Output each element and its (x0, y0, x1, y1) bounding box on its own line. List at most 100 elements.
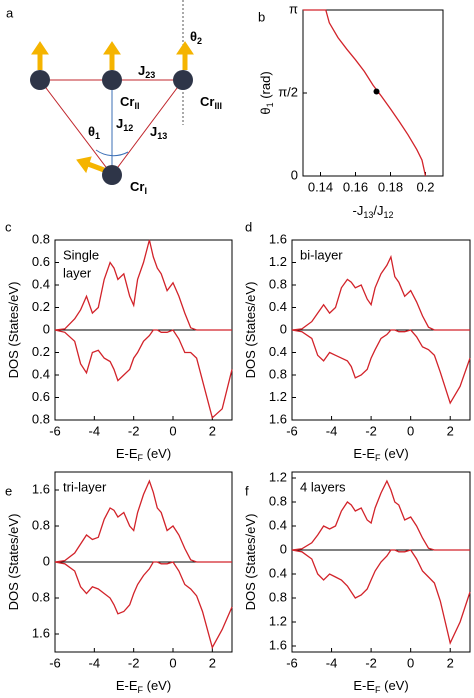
plot-frame (302, 9, 444, 177)
y-tick-label: 0 (43, 321, 50, 336)
data-line (54, 239, 232, 331)
diagram-label-part: J (138, 63, 145, 78)
annotation: bi-layer (300, 247, 343, 262)
y-tick-label: 0.6 (32, 389, 50, 404)
x-tick-label: -4 (326, 655, 338, 670)
x-tick-label: 0.2 (416, 179, 434, 194)
x-axis-label: E-EF (eV) (116, 446, 171, 463)
diagram-label-part: J (150, 124, 157, 139)
x-tick-label: 0 (407, 423, 414, 438)
diagram-label-part: Cr (200, 94, 214, 109)
x-axis-label-part: /J (373, 203, 383, 218)
y-tick-label: 0.8 (269, 493, 287, 508)
y-tick-label: 0 (280, 541, 287, 556)
panel-label: e (5, 483, 12, 498)
diagram-label-part: I (144, 186, 147, 196)
data-line (291, 549, 471, 645)
y-tick-label: 0 (280, 321, 287, 336)
y-tick-label: 0.4 (32, 276, 50, 291)
x-tick-label: -6 (286, 423, 298, 438)
x-axis-label-part: F (138, 453, 144, 463)
x-axis-label-part: (eV) (143, 446, 171, 461)
y-tick-label: 1.6 (269, 231, 287, 246)
y-axis-label-part: 1 (265, 102, 275, 107)
y-tick-label: 1.2 (269, 254, 287, 269)
y-tick-label: 0 (291, 167, 298, 182)
x-axis-label-part: (eV) (381, 446, 409, 461)
x-tick-label: -2 (128, 655, 140, 670)
y-tick-label: 1.6 (32, 481, 50, 496)
y-axis-label-part: θ (258, 107, 273, 114)
x-tick-label: 0 (169, 655, 176, 670)
diagram-label-part: Cr (130, 179, 144, 194)
panel-label: f (245, 483, 249, 498)
y-tick-label: 0.2 (32, 344, 50, 359)
y-tick-label: 0.8 (32, 411, 50, 426)
plot-frame (291, 471, 471, 653)
y-tick-label: 0.8 (32, 589, 50, 604)
marker (373, 88, 380, 95)
y-tick-label: 0 (43, 553, 50, 568)
diagram-label-part: 2 (197, 36, 202, 46)
x-tick-label: 0 (169, 423, 176, 438)
y-tick-label: 0.8 (32, 517, 50, 532)
y-tick-label: 0.6 (32, 254, 50, 269)
y-axis-label: DOS (States/eV) (6, 282, 21, 379)
panel-label: d (245, 219, 252, 234)
data-line (54, 329, 233, 420)
x-axis-label-part: 12 (383, 210, 393, 220)
x-tick-label: -6 (49, 423, 61, 438)
diagram-label-part: 13 (157, 131, 167, 141)
x-tick-label: -2 (128, 423, 140, 438)
diagram-label: θ2 (190, 29, 202, 46)
x-axis-label-part: E-E (353, 446, 375, 461)
x-tick-label: 0 (407, 655, 414, 670)
x-axis-label: -J13/J12 (353, 203, 394, 220)
annotation: Single (63, 247, 99, 262)
data-line (303, 9, 427, 177)
y-axis-label-part: DOS (States/eV) (243, 514, 258, 611)
x-tick-label: 2 (447, 655, 454, 670)
y-tick-label: 1.2 (269, 389, 287, 404)
panel-label: b (258, 9, 265, 24)
diagram-label-part: J (116, 116, 123, 131)
y-tick-label: π/2 (278, 84, 298, 99)
diagram-label-part: θ (88, 124, 95, 139)
x-axis-label-part: -J (353, 203, 364, 218)
y-tick-label: π (289, 1, 298, 16)
diagram-label: θ1 (88, 124, 100, 141)
data-line (291, 479, 470, 551)
y-axis-label: DOS (States/eV) (243, 282, 258, 379)
diagram-label-part: θ (190, 29, 197, 44)
y-tick-label: 0.4 (269, 344, 287, 359)
diagram-label-part: II (134, 101, 139, 111)
x-axis-label-part: F (375, 685, 381, 695)
y-tick-label: 0.8 (269, 276, 287, 291)
x-axis-label: E-EF (eV) (353, 446, 408, 463)
y-tick-label: 0.8 (269, 366, 287, 381)
y-tick-label: 1.2 (269, 469, 287, 484)
x-tick-label: -2 (365, 655, 377, 670)
x-tick-label: -2 (365, 423, 377, 438)
y-axis-label-part: (rad) (258, 71, 273, 102)
y-axis-label: θ1 (rad) (258, 71, 275, 114)
x-tick-label: -4 (89, 655, 101, 670)
y-axis-label-part: DOS (States/eV) (6, 282, 21, 379)
y-tick-label: 1.2 (269, 613, 287, 628)
x-tick-label: 0.16 (343, 179, 368, 194)
x-axis-label-part: (eV) (143, 678, 171, 693)
diagram-label-part: 23 (145, 70, 155, 80)
data-line (291, 329, 471, 405)
y-tick-label: 1.6 (269, 637, 287, 652)
diagram-label: J13 (150, 124, 167, 141)
y-tick-label: 1.6 (269, 411, 287, 426)
x-tick-label: 2 (209, 423, 216, 438)
diagram-label: CrI (130, 179, 147, 196)
x-axis-label-part: E-E (353, 678, 375, 693)
diagram-label-part: Cr (120, 94, 134, 109)
y-tick-label: 0.8 (269, 589, 287, 604)
y-tick-label: 0.4 (269, 565, 287, 580)
y-axis-label: DOS (States/eV) (6, 514, 21, 611)
x-axis-label-part: F (138, 685, 144, 695)
